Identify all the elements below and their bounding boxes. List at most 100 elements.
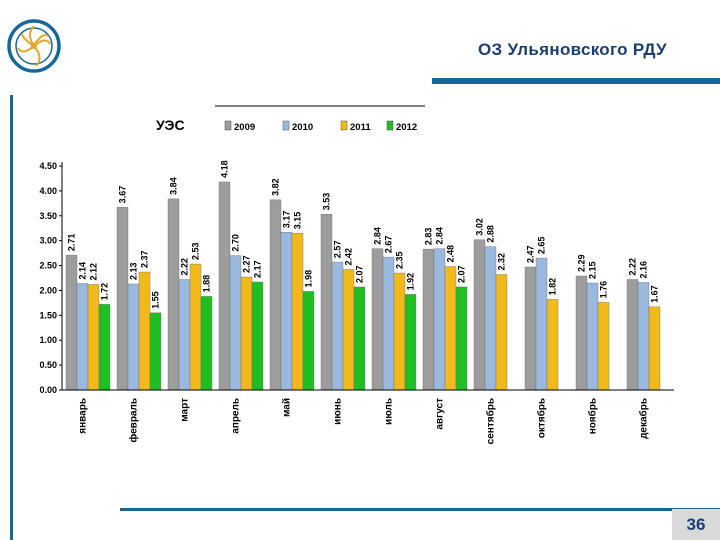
data-label: 3.82: [271, 178, 281, 196]
bar-2011-март: [189, 263, 202, 391]
bar-2012-январь: [98, 304, 111, 391]
bar-2011-декабрь: [648, 306, 661, 391]
bar-2011-октябрь: [546, 299, 559, 391]
bar-2010-август: [433, 248, 446, 391]
data-labels: 2.712.14 2.121.72 3.67 2.132.37 1.55 3.84 2.22…: [67, 160, 660, 308]
data-label: 2.14: [78, 262, 88, 280]
x-category-label: март: [180, 398, 191, 422]
data-label: 2.07: [457, 265, 467, 283]
bar-2009-сентябрь: [473, 239, 486, 391]
bar-2009-апрель: [218, 181, 231, 391]
legend-label: 2010: [292, 122, 313, 133]
bar-2010-апрель: [229, 255, 242, 391]
data-label: 1.98: [304, 270, 314, 288]
legend-swatch: [340, 120, 348, 131]
data-label: 2.07: [355, 265, 365, 283]
data-label: 2.84: [435, 227, 445, 245]
data-label: 1.88: [202, 275, 212, 293]
bar-2011-август: [444, 266, 457, 391]
bar-2010-май: [280, 232, 293, 391]
bar-2009-май: [269, 199, 282, 391]
data-label: 3.15: [293, 212, 303, 230]
bar-2012-июль: [404, 294, 417, 391]
data-label: 2.29: [577, 254, 587, 272]
data-label: 2.47: [526, 246, 536, 264]
chart-legend: 2009 2010 2011 2012: [224, 120, 417, 133]
data-label: 3.84: [169, 177, 179, 195]
bar-2011-ноябрь: [597, 302, 610, 391]
data-label: 1.82: [548, 278, 558, 296]
x-category-label: октябрь: [536, 398, 548, 438]
data-label: 2.22: [180, 258, 190, 276]
data-label: 1.72: [100, 283, 110, 301]
bar-2011-июль: [393, 272, 406, 391]
data-label: 1.76: [599, 281, 609, 299]
page-title: ОЗ Ульяновского РДУ: [478, 40, 667, 59]
legend-label: 2012: [396, 122, 417, 133]
x-category-label: сентябрь: [485, 398, 497, 444]
y-axis: 0.00 0.50 1.00 1.50 2.00 2.50 3.00 3.50 4.00 4.50: [39, 161, 63, 395]
x-category-label: июль: [384, 398, 395, 425]
bar-2009-июнь: [320, 214, 333, 391]
x-category-label: ноябрь: [587, 398, 599, 434]
data-label: 2.67: [384, 236, 394, 254]
company-logo: [6, 6, 62, 86]
legend-swatch: [386, 120, 394, 131]
bar-2010-сентябрь: [484, 246, 497, 391]
bar-series: [65, 181, 661, 391]
bar-2010-январь: [76, 283, 89, 391]
bar-2010-февраль: [127, 283, 140, 391]
bar-2012-август: [455, 286, 468, 391]
legend-swatch: [282, 120, 290, 131]
bar-2012-июнь: [353, 286, 366, 391]
y-tick-label: 1.50: [39, 310, 57, 320]
data-label: 2.15: [588, 261, 598, 279]
bar-2009-февраль: [116, 207, 129, 391]
bar-2009-декабрь: [626, 279, 639, 391]
data-label: 2.57: [333, 241, 343, 259]
bar-2011-февраль: [138, 271, 151, 391]
data-label: 2.53: [191, 243, 201, 261]
data-label: 2.83: [424, 228, 434, 246]
y-tick-label: 1.00: [39, 335, 57, 345]
y-tick-label: 3.00: [39, 236, 57, 246]
data-label: 4.18: [220, 160, 230, 178]
bar-2010-ноябрь: [586, 282, 599, 391]
bar-2011-январь: [87, 284, 100, 391]
data-label: 2.32: [497, 253, 507, 271]
data-label: 3.17: [282, 211, 292, 229]
data-label: 2.37: [140, 250, 150, 268]
bar-2010-июнь: [331, 261, 344, 391]
page-number: 36: [672, 509, 720, 540]
x-category-label: январь: [78, 398, 89, 434]
data-label: 2.12: [89, 263, 99, 281]
bar-2009-август: [422, 248, 435, 391]
bar-2009-июль: [371, 248, 384, 391]
data-label: 1.92: [406, 273, 416, 291]
data-label: 3.02: [475, 218, 485, 236]
bar-2009-октябрь: [524, 266, 537, 391]
bar-2009-январь: [65, 254, 78, 391]
footer-rule: [120, 508, 720, 511]
x-category-label: август: [435, 398, 446, 430]
data-label: 2.71: [67, 234, 77, 252]
data-label: 2.70: [231, 234, 241, 252]
left-accent-line: [10, 95, 13, 540]
y-tick-label: 2.00: [39, 285, 57, 295]
x-category-label: февраль: [128, 398, 140, 443]
header-underline: [432, 78, 720, 84]
data-label: 2.65: [537, 237, 547, 255]
bar-2009-март: [167, 198, 180, 391]
y-tick-label: 0.50: [39, 360, 57, 370]
data-label: 2.48: [446, 245, 456, 263]
bar-2012-март: [200, 296, 213, 391]
y-tick-label: 4.00: [39, 186, 57, 196]
x-category-label: декабрь: [638, 398, 650, 439]
data-label: 2.17: [253, 260, 263, 278]
legend-label: 2011: [350, 122, 371, 133]
data-label: 2.13: [129, 262, 139, 280]
data-label: 2.22: [628, 258, 638, 276]
bar-2010-декабрь: [637, 282, 650, 391]
bar-2012-апрель: [251, 281, 264, 391]
